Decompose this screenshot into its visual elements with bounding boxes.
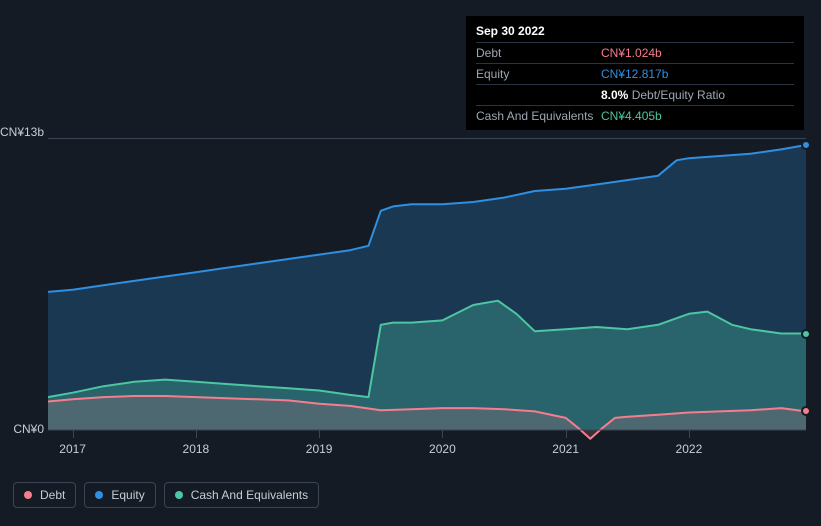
end-marker-equity[interactable] xyxy=(801,140,811,150)
end-marker-debt[interactable] xyxy=(801,406,811,416)
tooltip: Sep 30 2022 Debt CN¥1.024b Equity CN¥12.… xyxy=(466,16,804,130)
tooltip-label: Debt xyxy=(476,46,601,60)
tooltip-value: CN¥1.024b xyxy=(601,46,662,60)
x-tick-label: 2017 xyxy=(59,442,86,456)
tooltip-label: Cash And Equivalents xyxy=(476,109,601,123)
x-tick-line xyxy=(689,430,690,438)
legend-label: Cash And Equivalents xyxy=(191,488,308,502)
legend-item-equity[interactable]: Equity xyxy=(84,482,155,508)
tooltip-row-debt: Debt CN¥1.024b xyxy=(476,42,794,63)
x-tick-line xyxy=(73,430,74,438)
tooltip-row-ratio: 8.0% Debt/Equity Ratio xyxy=(476,84,794,105)
x-tick-line xyxy=(319,430,320,438)
tooltip-date: Sep 30 2022 xyxy=(476,20,794,42)
x-tick-label: 2020 xyxy=(429,442,456,456)
legend-item-cash[interactable]: Cash And Equivalents xyxy=(164,482,319,508)
tooltip-value: 8.0% Debt/Equity Ratio xyxy=(601,88,725,102)
legend: Debt Equity Cash And Equivalents xyxy=(13,482,319,508)
x-tick-line xyxy=(566,430,567,438)
tooltip-value: CN¥4.405b xyxy=(601,109,662,123)
x-tick-line xyxy=(442,430,443,438)
x-tick-label: 2021 xyxy=(552,442,579,456)
x-tick-label: 2019 xyxy=(306,442,333,456)
tooltip-row-equity: Equity CN¥12.817b xyxy=(476,63,794,84)
legend-label: Equity xyxy=(111,488,144,502)
tooltip-label xyxy=(476,88,601,102)
legend-item-debt[interactable]: Debt xyxy=(13,482,76,508)
x-tick-line xyxy=(196,430,197,438)
end-marker-cash[interactable] xyxy=(801,329,811,339)
tooltip-value: CN¥12.817b xyxy=(601,67,668,81)
tooltip-row-cash: Cash And Equivalents CN¥4.405b xyxy=(476,105,794,126)
x-tick-label: 2022 xyxy=(676,442,703,456)
tooltip-label: Equity xyxy=(476,67,601,81)
x-tick-label: 2018 xyxy=(183,442,210,456)
legend-dot-icon xyxy=(24,491,32,499)
legend-dot-icon xyxy=(175,491,183,499)
legend-label: Debt xyxy=(40,488,65,502)
legend-dot-icon xyxy=(95,491,103,499)
chart-container: Sep 30 2022 Debt CN¥1.024b Equity CN¥12.… xyxy=(0,0,821,526)
